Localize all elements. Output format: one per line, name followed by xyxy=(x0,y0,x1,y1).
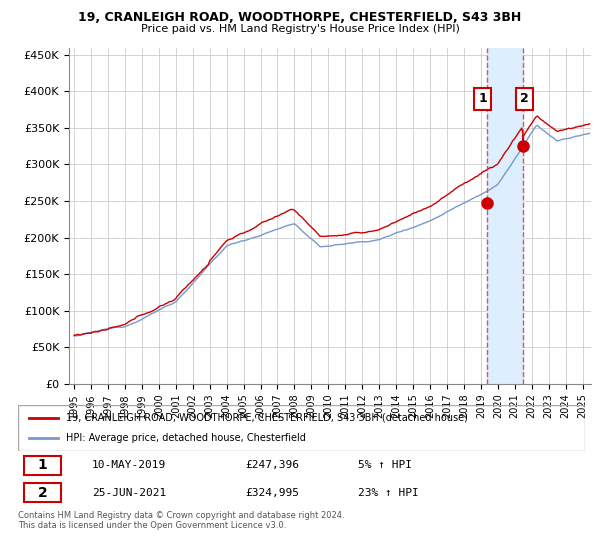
Text: 25-JUN-2021: 25-JUN-2021 xyxy=(92,488,166,498)
Text: 5% ↑ HPI: 5% ↑ HPI xyxy=(358,460,412,470)
Text: Price paid vs. HM Land Registry's House Price Index (HPI): Price paid vs. HM Land Registry's House … xyxy=(140,24,460,34)
Text: 19, CRANLEIGH ROAD, WOODTHORPE, CHESTERFIELD, S43 3BH (detached house): 19, CRANLEIGH ROAD, WOODTHORPE, CHESTERF… xyxy=(66,413,468,423)
Text: £247,396: £247,396 xyxy=(245,460,299,470)
Bar xyxy=(23,456,61,475)
Text: 2: 2 xyxy=(38,486,47,500)
Text: £324,995: £324,995 xyxy=(245,488,299,498)
Text: HPI: Average price, detached house, Chesterfield: HPI: Average price, detached house, Ches… xyxy=(66,433,306,443)
Bar xyxy=(487,48,523,384)
Text: 1: 1 xyxy=(478,92,487,105)
Text: 2: 2 xyxy=(520,92,529,105)
Text: 19, CRANLEIGH ROAD, WOODTHORPE, CHESTERFIELD, S43 3BH: 19, CRANLEIGH ROAD, WOODTHORPE, CHESTERF… xyxy=(79,11,521,24)
Text: 1: 1 xyxy=(38,459,47,473)
Text: 10-MAY-2019: 10-MAY-2019 xyxy=(92,460,166,470)
Text: Contains HM Land Registry data © Crown copyright and database right 2024.
This d: Contains HM Land Registry data © Crown c… xyxy=(18,511,344,530)
Text: 23% ↑ HPI: 23% ↑ HPI xyxy=(358,488,419,498)
Bar xyxy=(23,483,61,502)
